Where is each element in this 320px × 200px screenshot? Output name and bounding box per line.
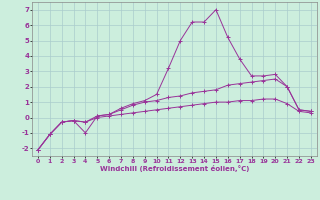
X-axis label: Windchill (Refroidissement éolien,°C): Windchill (Refroidissement éolien,°C)	[100, 165, 249, 172]
